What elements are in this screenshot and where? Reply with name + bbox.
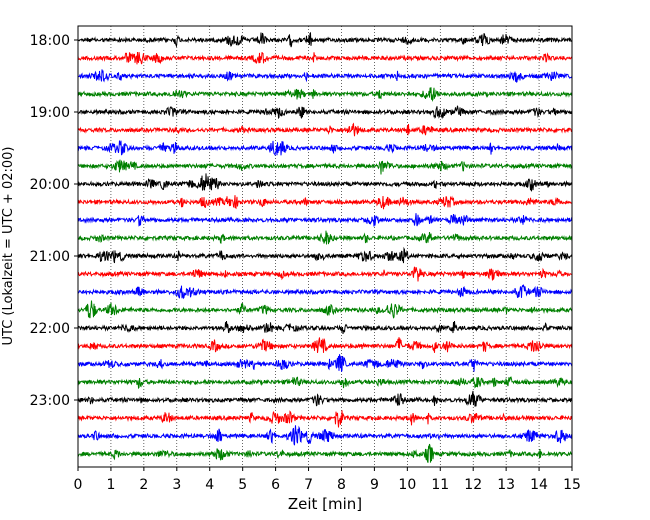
trace-line <box>77 213 573 227</box>
x-tick-label: 2 <box>139 477 148 493</box>
x-tick-label: 1 <box>106 477 115 493</box>
trace-line <box>77 425 573 446</box>
x-tick-label: 10 <box>398 477 416 493</box>
trace-line <box>77 283 573 300</box>
trace-line <box>77 300 573 319</box>
y-tick-label: 23:00 <box>30 393 70 409</box>
trace-line <box>77 195 573 210</box>
trace-line <box>77 410 573 428</box>
x-tick-label: 4 <box>205 477 214 493</box>
trace-line <box>77 246 573 264</box>
y-tick-label: 19:00 <box>30 105 70 121</box>
trace-line <box>77 69 573 83</box>
x-tick-label: 11 <box>431 477 449 493</box>
trace-line <box>77 159 573 175</box>
x-tick-label: 8 <box>337 477 346 493</box>
seismic-traces <box>77 31 573 463</box>
x-tick-label: 13 <box>497 477 515 493</box>
x-tick-label: 7 <box>304 477 313 493</box>
y-axis-label: UTC (Lokalzeit = UTC + 02:00) <box>1 147 16 346</box>
y-tick-label: 18:00 <box>30 33 70 49</box>
x-tick-label: 9 <box>370 477 379 493</box>
y-axis-ticks: 18:00 19:00 20:00 21:00 22:00 23:00 <box>30 33 78 409</box>
trace-line <box>77 105 573 120</box>
y-tick-label: 20:00 <box>30 177 70 193</box>
trace-line <box>77 337 573 353</box>
y-tick-label: 21:00 <box>30 249 70 265</box>
trace-line <box>77 140 573 157</box>
trace-line <box>77 51 573 65</box>
trace-line <box>77 354 573 372</box>
trace-line <box>77 443 573 463</box>
x-tick-label: 6 <box>271 477 280 493</box>
trace-line <box>77 122 573 137</box>
x-tick-label: 3 <box>172 477 181 493</box>
trace-line <box>77 230 573 245</box>
plot-area-background <box>78 26 572 467</box>
trace-line <box>77 266 573 282</box>
x-tick-label: 14 <box>530 477 548 493</box>
plot-frame <box>77 25 573 468</box>
x-tick-label: 5 <box>238 477 247 493</box>
x-tick-label: 12 <box>464 477 482 493</box>
y-tick-label: 22:00 <box>30 321 70 337</box>
x-tick-label: 15 <box>563 477 581 493</box>
x-axis-ticks: 0 1 2 3 4 5 6 7 8 9 10 11 12 13 14 15 <box>74 467 581 493</box>
trace-line <box>77 87 573 103</box>
trace-line <box>77 390 573 407</box>
trace-line <box>77 173 573 192</box>
x-axis-label: Zeit [min] <box>288 495 362 513</box>
trace-line <box>77 376 573 390</box>
x-tick-label: 0 <box>74 477 83 493</box>
trace-line <box>77 320 573 335</box>
trace-line <box>77 31 573 49</box>
